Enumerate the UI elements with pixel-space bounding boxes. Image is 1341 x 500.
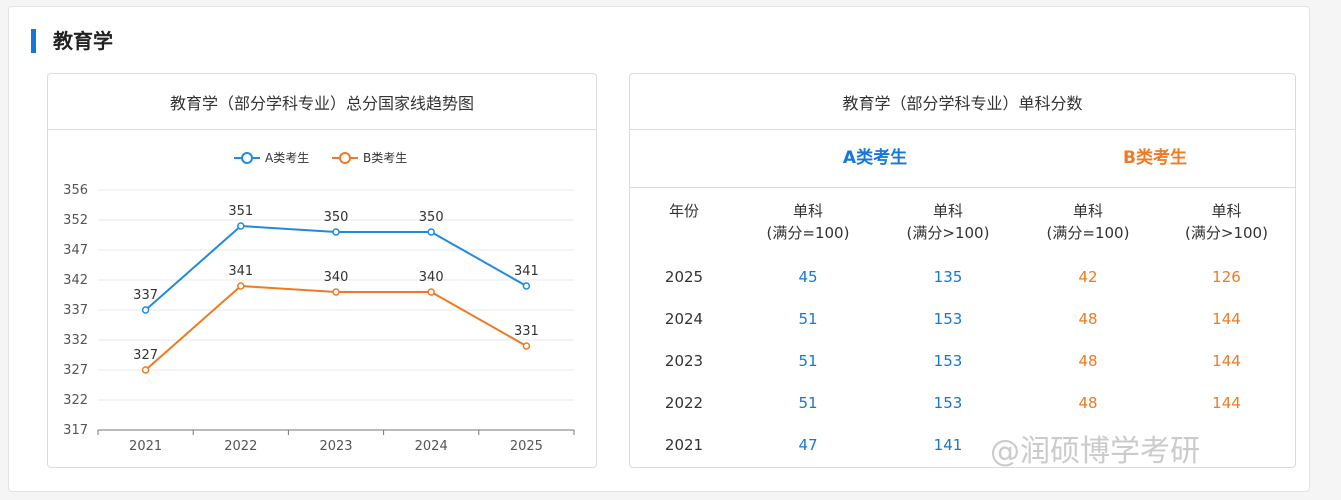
content-panel: 教育学 教育学（部分学科专业）总分国家线趋势图 317 322 327 332 337 3… bbox=[8, 6, 1310, 492]
data-point bbox=[141, 366, 150, 374]
a2-cell: 135 bbox=[933, 268, 963, 286]
a2-cell: 153 bbox=[933, 352, 963, 370]
b1-cell: 48 bbox=[1078, 352, 1098, 370]
y-tick-label: 332 bbox=[63, 333, 88, 348]
group-b-label: B类考生 bbox=[1123, 148, 1187, 168]
a1-cell: 51 bbox=[798, 310, 818, 328]
year-cell: 2023 bbox=[664, 352, 704, 370]
group-a-label: A类考生 bbox=[842, 148, 908, 168]
data-point bbox=[522, 282, 531, 290]
score-table: 年份 单科 (满分=100) 单科 (满分>100) 单科 (满分=100) 单科 (满… bbox=[630, 196, 1295, 466]
a1-cell: 45 bbox=[798, 268, 818, 286]
x-tick-label: 2025 bbox=[510, 439, 543, 454]
legend-label: B类考生 bbox=[363, 151, 407, 165]
b2-cell: 144 bbox=[1212, 394, 1241, 412]
data-point bbox=[427, 288, 435, 296]
data-label: 341 bbox=[514, 264, 539, 279]
series-line-b bbox=[144, 284, 527, 371]
col-year-header: 年份 bbox=[668, 202, 699, 220]
a1-cell: 47 bbox=[798, 436, 818, 454]
y-tick-label: 317 bbox=[63, 423, 88, 438]
table-header-row: 年份 单科 (满分=100) 单科 (满分>100) 单科 (满分=100) 单科 (满… bbox=[630, 196, 1295, 256]
a2-cell: 153 bbox=[933, 394, 963, 412]
year-cell: 2024 bbox=[664, 310, 704, 328]
table-card: 教育学（部分学科专业）单科分数 A类考生 B类考生 年份 单科 (满分=100) … bbox=[629, 73, 1296, 468]
table-row: 2024 51 153 48 144 bbox=[630, 298, 1295, 340]
chart-card-title: 教育学（部分学科专业）总分国家线趋势图 bbox=[48, 74, 596, 130]
col-a2-header: 单科 (满分>100) bbox=[906, 202, 990, 242]
y-tick-label: 322 bbox=[63, 393, 88, 408]
x-tick-label: 2022 bbox=[224, 439, 257, 454]
a2-cell: 153 bbox=[933, 310, 963, 328]
year-cell: 2021 bbox=[664, 436, 704, 454]
data-point bbox=[237, 222, 245, 230]
table-row: 2025 45 135 42 126 bbox=[630, 256, 1295, 298]
year-cell: 2022 bbox=[664, 394, 704, 412]
data-point bbox=[522, 342, 531, 350]
b1-cell: 48 bbox=[1078, 310, 1098, 328]
data-label: 351 bbox=[228, 204, 253, 219]
y-tick-label: 342 bbox=[63, 273, 88, 288]
legend-swatch-marker bbox=[339, 152, 351, 164]
b1-cell: 42 bbox=[1078, 268, 1098, 286]
a1-cell: 51 bbox=[798, 352, 818, 370]
watermark: @润硕博学考研 bbox=[990, 434, 1200, 469]
y-tick-label: 337 bbox=[63, 303, 88, 318]
data-point bbox=[427, 228, 435, 236]
col-b2-header: 单科 (满分>100) bbox=[1185, 202, 1268, 242]
a2-cell: 141 bbox=[933, 436, 963, 454]
year-cell: 2025 bbox=[664, 268, 704, 286]
data-point bbox=[237, 282, 245, 290]
data-point bbox=[141, 306, 150, 314]
group-header-row: A类考生 B类考生 bbox=[630, 130, 1295, 188]
y-tick-label: 356 bbox=[63, 183, 88, 198]
data-point bbox=[332, 228, 340, 236]
trend-chart: 317 322 327 332 337 342 347 352 356 2021 2022 2023 2… bbox=[63, 151, 575, 454]
table-card-title: 教育学（部分学科专业）单科分数 bbox=[630, 74, 1295, 130]
y-tick-label: 327 bbox=[63, 363, 88, 378]
legend-label: A类考生 bbox=[265, 151, 309, 165]
b2-cell: 144 bbox=[1212, 352, 1241, 370]
b2-cell: 144 bbox=[1212, 310, 1241, 328]
legend-swatch-marker bbox=[241, 152, 253, 164]
data-label: 340 bbox=[324, 270, 349, 285]
table-row: 2022 51 153 48 144 bbox=[630, 382, 1295, 424]
data-point bbox=[332, 288, 340, 296]
data-label: 350 bbox=[419, 210, 444, 225]
section-title: 教育学 bbox=[53, 29, 113, 53]
a1-cell: 51 bbox=[798, 394, 818, 412]
section-accent-bar bbox=[31, 29, 36, 53]
chart-card: 教育学（部分学科专业）总分国家线趋势图 317 322 327 332 337 342 34… bbox=[47, 73, 597, 468]
x-tick-label: 2024 bbox=[415, 439, 448, 454]
x-tick-label: 2023 bbox=[319, 439, 352, 454]
data-label: 327 bbox=[133, 348, 158, 363]
table-row: 2021 47 141 bbox=[630, 424, 1295, 466]
y-tick-label: 352 bbox=[63, 213, 88, 228]
data-label: 350 bbox=[324, 210, 349, 225]
table-row: 2023 51 153 48 144 bbox=[630, 340, 1295, 382]
col-a1-header: 单科 (满分=100) bbox=[766, 202, 850, 242]
col-b1-header: 单科 (满分=100) bbox=[1046, 202, 1130, 242]
y-tick-label: 347 bbox=[63, 243, 88, 258]
series-line-a bbox=[144, 224, 527, 311]
b2-cell: 126 bbox=[1212, 268, 1241, 286]
b1-cell: 48 bbox=[1078, 394, 1098, 412]
data-label: 340 bbox=[419, 270, 444, 285]
data-label: 337 bbox=[133, 288, 158, 303]
x-tick-label: 2021 bbox=[129, 439, 162, 454]
data-label: 341 bbox=[228, 264, 253, 279]
data-label: 331 bbox=[514, 324, 539, 339]
